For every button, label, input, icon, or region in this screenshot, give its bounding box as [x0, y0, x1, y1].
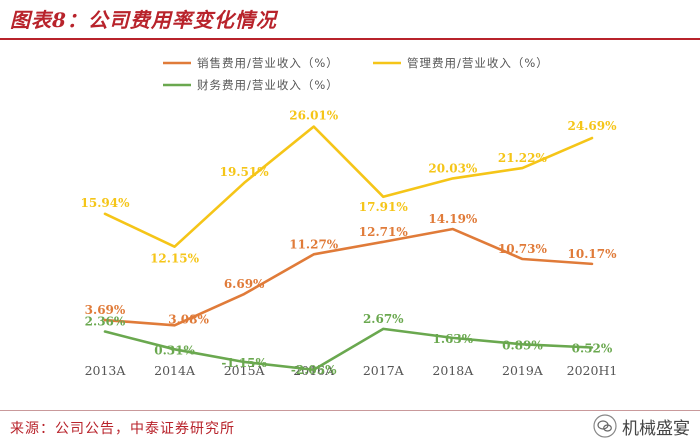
legend-entry: 销售费用/营业收入（%）	[197, 56, 339, 70]
data-label: 6.69%	[224, 277, 265, 291]
series-line	[103, 327, 594, 372]
x-axis: 2013A 2014A 2015A 2016A 2017A 2018A 2019A 2020H…	[85, 363, 618, 378]
data-label: 3.69%	[85, 303, 126, 317]
x-tick-label: 2017A	[363, 363, 405, 378]
legend-entry: 财务费用/营业收入（%）	[197, 78, 339, 92]
data-label: 14.19%	[428, 212, 478, 226]
data-label: 17.91%	[359, 200, 409, 214]
data-label: 0.89%	[502, 338, 543, 352]
data-label: 3.08%	[168, 312, 209, 326]
x-tick-label: 2019A	[502, 363, 544, 378]
data-label: 21.22%	[498, 151, 548, 165]
x-tick-label: 2014A	[154, 363, 196, 378]
watermark: 机械盛宴	[593, 412, 690, 440]
series-line	[103, 227, 594, 327]
source-note: 来源：公司公告，中泰证券研究所	[10, 421, 235, 437]
data-label: 1.63%	[433, 332, 474, 346]
data-label: 10.17%	[568, 247, 618, 261]
x-tick-label: 2013A	[85, 363, 127, 378]
title-rule	[0, 38, 700, 40]
data-label: 15.94%	[81, 196, 131, 210]
data-label: 2.67%	[363, 312, 404, 326]
data-label: -1.15%	[221, 356, 267, 370]
data-label: 0.31%	[154, 343, 195, 357]
data-label: 20.03%	[428, 161, 478, 175]
x-tick-label: 2015A	[224, 363, 266, 378]
x-tick-label: 2018A	[432, 363, 474, 378]
data-label: 0.52%	[572, 341, 613, 355]
line-chart: 销售费用/营业收入（%） 管理费用/营业收入（%） 财务费用/营业收入（%） 201…	[81, 56, 618, 378]
data-label: 11.27%	[289, 237, 339, 251]
figure-title: 图表8：公司费用率变化情况	[10, 8, 277, 32]
wechat-icon	[593, 414, 617, 438]
data-labels: 3.69% 3.08% 6.69% 11.27% 12.71% 14.19% 10.73% 1…	[81, 109, 618, 377]
data-label: 12.15%	[150, 252, 200, 266]
legend-entry: 管理费用/营业收入（%）	[407, 56, 549, 70]
data-label: 26.01%	[289, 109, 339, 123]
watermark-text: 机械盛宴	[622, 418, 690, 439]
series-line	[103, 125, 594, 248]
data-label: 24.69%	[568, 119, 618, 133]
data-label: 12.71%	[359, 225, 409, 239]
data-label: 10.73%	[498, 242, 548, 256]
data-label: 2.36%	[85, 315, 126, 329]
x-tick-label: 2020H1	[567, 363, 618, 378]
source-rule	[0, 410, 700, 411]
data-label: 19.51%	[220, 165, 270, 179]
data-label: -2.05%	[291, 363, 337, 377]
legend: 销售费用/营业收入（%） 管理费用/营业收入（%） 财务费用/营业收入（%）	[163, 56, 549, 92]
series-layer	[103, 125, 594, 372]
